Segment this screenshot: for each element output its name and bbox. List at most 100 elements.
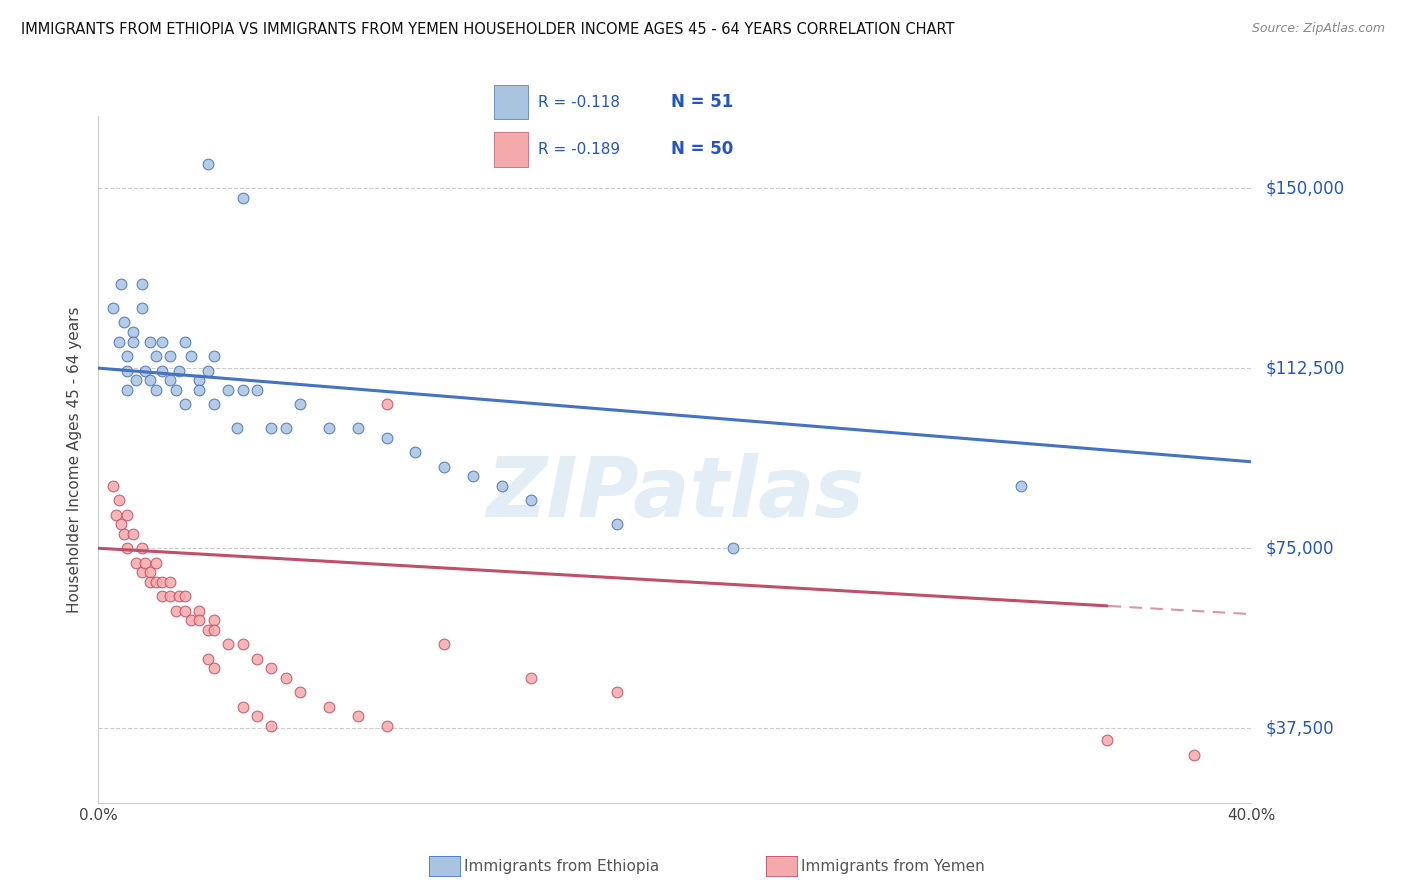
- Point: [117, 349, 138, 363]
- Text: R = -0.118: R = -0.118: [537, 95, 620, 110]
- Point: [197, 651, 219, 665]
- Point: [125, 373, 148, 387]
- Point: [197, 157, 219, 171]
- Point: [101, 479, 124, 493]
- Point: [1097, 733, 1119, 747]
- Text: $112,500: $112,500: [1265, 359, 1344, 377]
- Point: [131, 277, 153, 291]
- Bar: [495, 85, 529, 120]
- Point: [125, 556, 148, 570]
- Text: $150,000: $150,000: [1265, 179, 1344, 197]
- Point: [145, 349, 167, 363]
- Point: [122, 526, 145, 541]
- Point: [107, 493, 129, 508]
- Point: [174, 589, 197, 603]
- Point: [165, 604, 187, 618]
- Point: [217, 637, 239, 651]
- Point: [122, 325, 145, 339]
- Point: [139, 373, 162, 387]
- Point: [346, 421, 368, 435]
- Point: [117, 383, 138, 397]
- Point: [246, 651, 269, 665]
- Point: [1182, 747, 1205, 762]
- Point: [520, 671, 543, 685]
- Text: N = 51: N = 51: [671, 93, 733, 112]
- Point: [117, 541, 138, 556]
- Point: [180, 349, 202, 363]
- Point: [225, 421, 247, 435]
- Point: [131, 301, 153, 315]
- Point: [134, 363, 156, 377]
- Point: [520, 493, 543, 508]
- Text: $75,000: $75,000: [1265, 540, 1334, 558]
- Point: [231, 637, 254, 651]
- Point: [159, 589, 181, 603]
- Point: [174, 334, 197, 349]
- Point: [107, 334, 129, 349]
- Point: [145, 383, 167, 397]
- Point: [197, 623, 219, 637]
- Point: [174, 397, 197, 411]
- Point: [101, 301, 124, 315]
- Point: [433, 459, 456, 474]
- Y-axis label: Householder Income Ages 45 - 64 years: Householder Income Ages 45 - 64 years: [67, 306, 83, 613]
- Point: [139, 334, 162, 349]
- Point: [202, 613, 225, 627]
- Point: [202, 623, 225, 637]
- Point: [318, 699, 340, 714]
- Point: [134, 556, 156, 570]
- Text: N = 50: N = 50: [671, 140, 733, 159]
- Point: [117, 508, 138, 522]
- Point: [433, 637, 456, 651]
- Point: [405, 445, 427, 459]
- Point: [174, 604, 197, 618]
- Point: [217, 383, 239, 397]
- Point: [346, 709, 368, 723]
- Point: [318, 421, 340, 435]
- Point: [110, 517, 132, 532]
- Point: [461, 469, 484, 483]
- Point: [375, 719, 398, 733]
- Point: [104, 508, 127, 522]
- Point: [290, 397, 312, 411]
- Point: [122, 334, 145, 349]
- Point: [165, 383, 187, 397]
- Point: [260, 421, 283, 435]
- Point: [188, 383, 211, 397]
- Point: [1010, 479, 1032, 493]
- Point: [188, 604, 211, 618]
- Point: [139, 566, 162, 580]
- Point: [197, 363, 219, 377]
- Point: [159, 373, 181, 387]
- Point: [188, 613, 211, 627]
- Point: [606, 517, 628, 532]
- Text: Immigrants from Yemen: Immigrants from Yemen: [801, 859, 986, 873]
- Point: [375, 431, 398, 445]
- Point: [131, 541, 153, 556]
- Point: [246, 709, 269, 723]
- Point: [150, 334, 173, 349]
- Point: [145, 556, 167, 570]
- Point: [150, 589, 173, 603]
- Point: [375, 397, 398, 411]
- Point: [159, 574, 181, 589]
- Point: [112, 316, 135, 330]
- Text: Immigrants from Ethiopia: Immigrants from Ethiopia: [464, 859, 659, 873]
- Point: [290, 685, 312, 699]
- Point: [202, 349, 225, 363]
- Point: [159, 349, 181, 363]
- Point: [274, 421, 297, 435]
- Point: [110, 277, 132, 291]
- Point: [112, 526, 135, 541]
- Text: ZIPatlas: ZIPatlas: [486, 453, 863, 534]
- Point: [260, 719, 283, 733]
- Point: [231, 383, 254, 397]
- Point: [167, 363, 190, 377]
- Text: IMMIGRANTS FROM ETHIOPIA VS IMMIGRANTS FROM YEMEN HOUSEHOLDER INCOME AGES 45 - 6: IMMIGRANTS FROM ETHIOPIA VS IMMIGRANTS F…: [21, 22, 955, 37]
- Point: [180, 613, 202, 627]
- Point: [721, 541, 744, 556]
- Point: [491, 479, 513, 493]
- Point: [167, 589, 190, 603]
- Text: Source: ZipAtlas.com: Source: ZipAtlas.com: [1251, 22, 1385, 36]
- Point: [188, 373, 211, 387]
